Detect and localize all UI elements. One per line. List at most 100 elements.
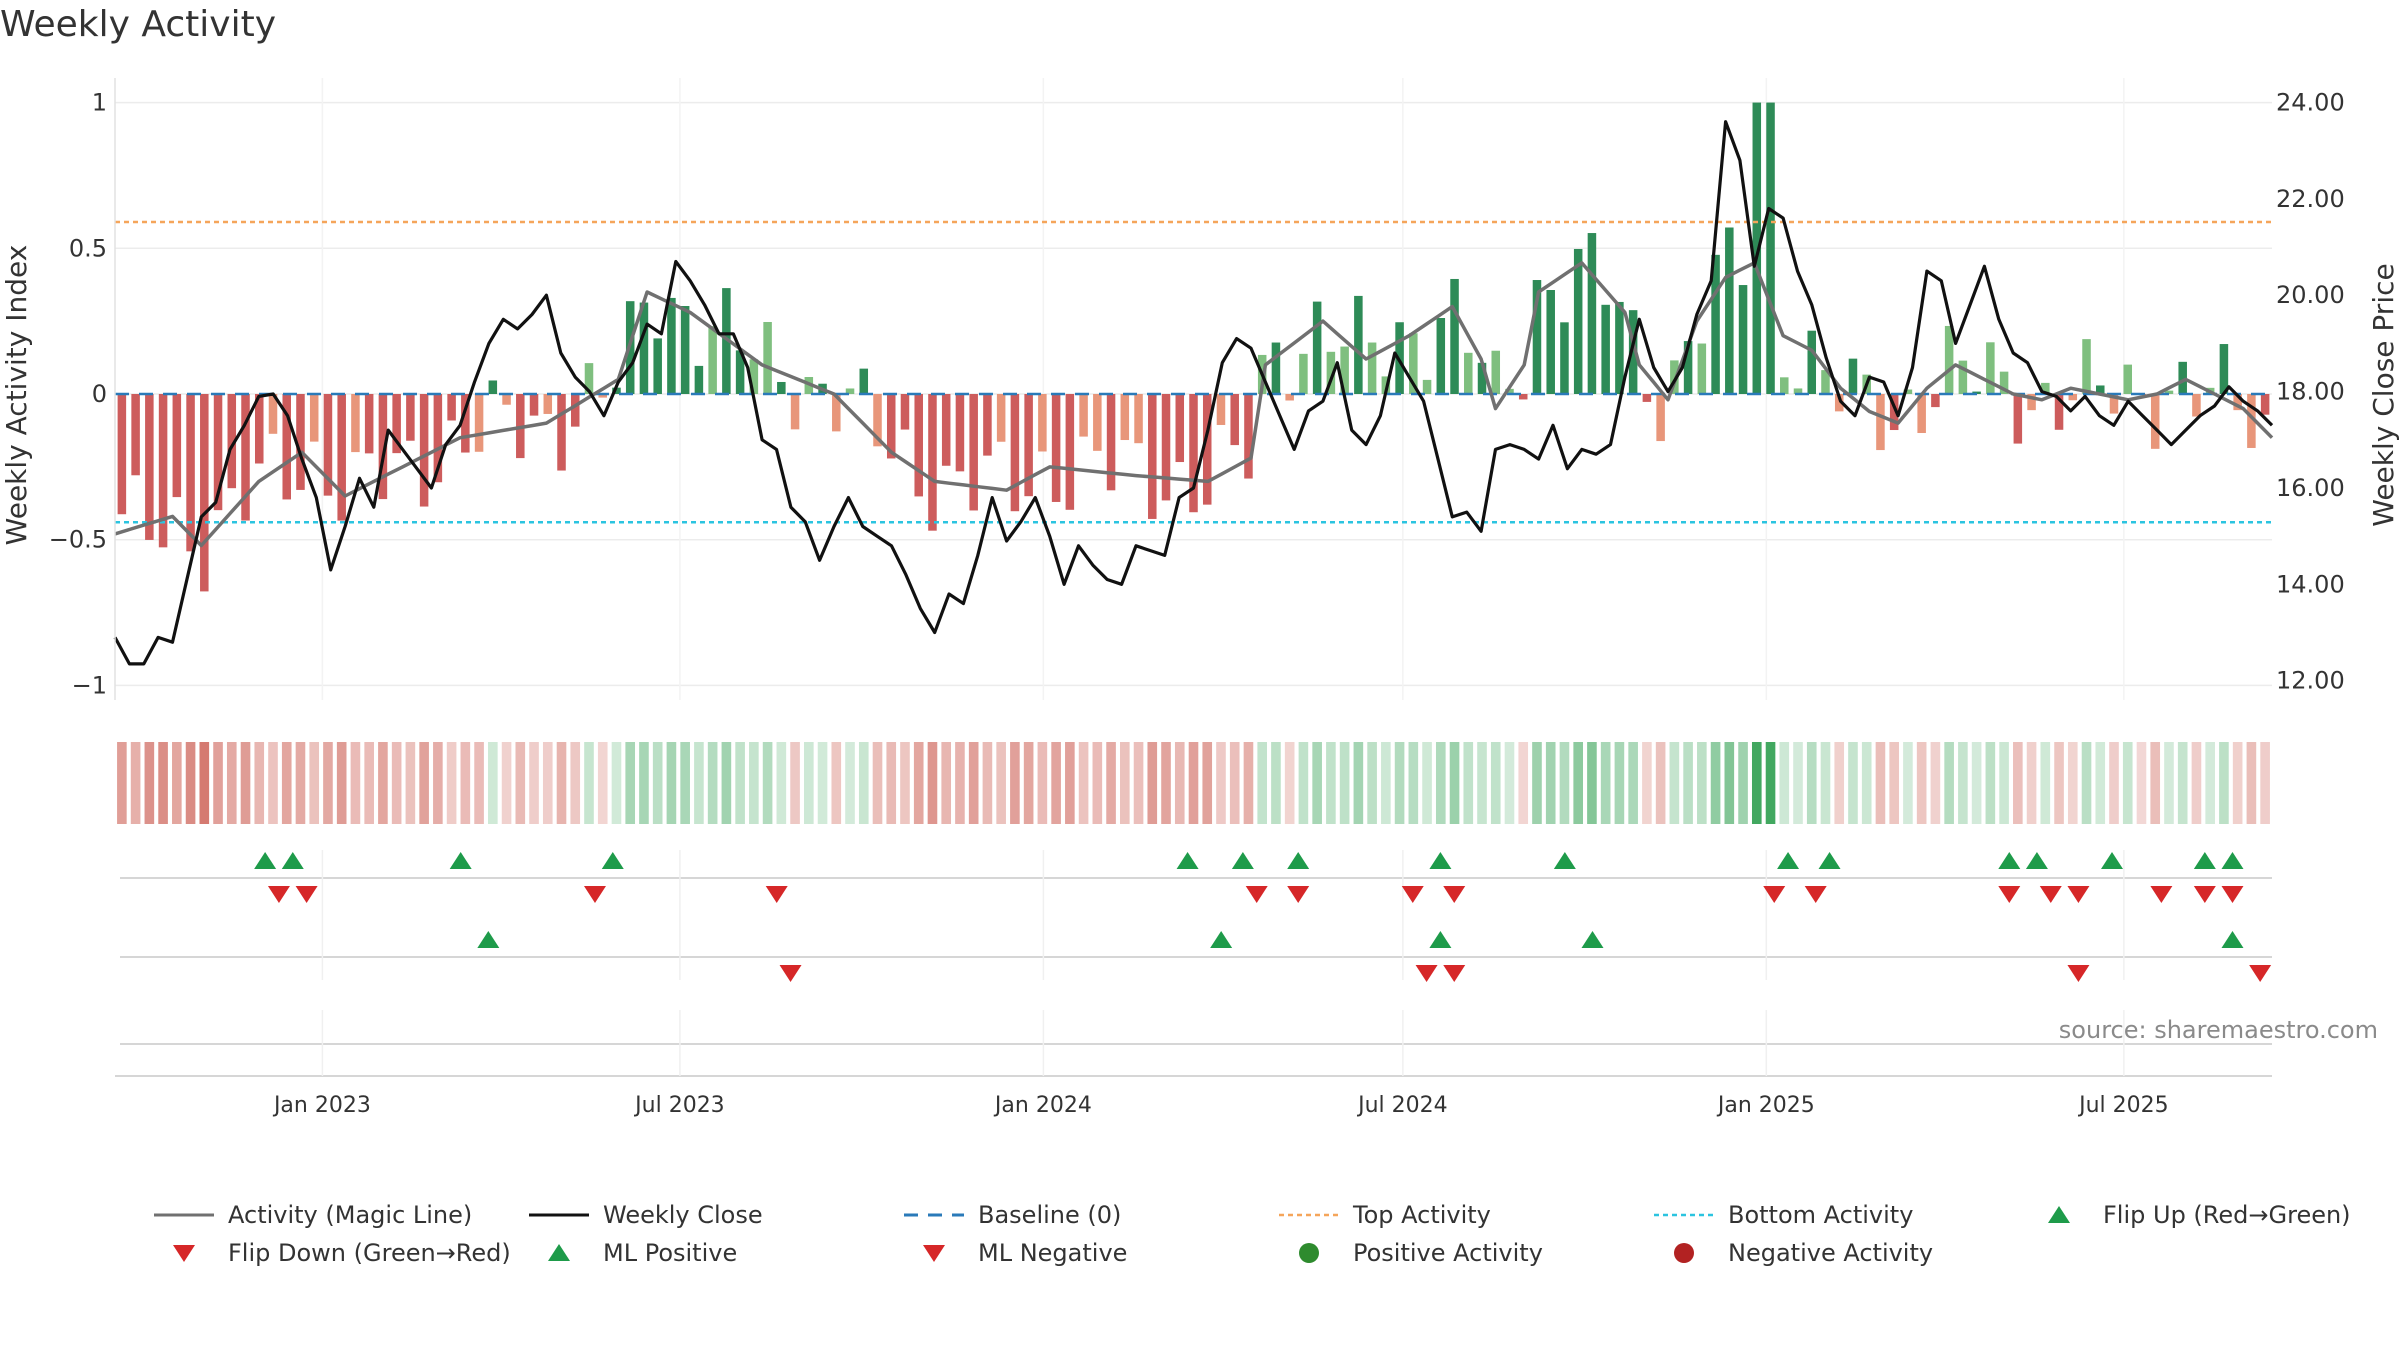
heat-cell — [1353, 742, 1364, 824]
heat-cell — [1339, 742, 1350, 824]
activity-bar — [1161, 394, 1171, 501]
heat-cell — [1875, 742, 1886, 824]
flip-down-marker — [295, 886, 318, 903]
flip-down-marker — [583, 886, 606, 903]
heat-cell — [1614, 742, 1625, 824]
activity-bar — [1189, 394, 1198, 513]
activity-bar — [254, 394, 264, 464]
heat-cell — [556, 742, 567, 824]
activity-bar — [1065, 394, 1075, 510]
series-lines — [113, 120, 2274, 666]
activity-bar — [406, 394, 415, 441]
activity-bar — [158, 394, 168, 548]
activity-bar — [351, 394, 360, 453]
right-tick-label: 16.00 — [2276, 474, 2345, 502]
heat-cell — [1600, 742, 1611, 824]
activity-bar — [1038, 394, 1047, 452]
heat-cell — [336, 742, 347, 824]
heat-cell — [1257, 742, 1268, 824]
activity-bar — [941, 394, 951, 466]
heat-cell — [2095, 742, 2106, 824]
ml-negative-marker — [1443, 965, 1466, 982]
heat-cell — [1765, 742, 1776, 824]
heat-cell — [529, 742, 539, 824]
activity-bar — [1230, 394, 1239, 446]
activity-bar — [419, 394, 429, 507]
x-tick-label: Jan 2023 — [272, 1093, 371, 1118]
heat-cell — [1889, 742, 1899, 824]
heat-cell — [185, 742, 196, 824]
heat-cell — [1147, 742, 1158, 824]
chart-title: Weekly Activity — [0, 4, 277, 45]
activity-bar — [1148, 394, 1157, 519]
heat-cell — [474, 742, 484, 824]
heat-cell — [721, 742, 732, 824]
flip-up-marker — [1818, 852, 1841, 869]
heat-cell — [1710, 742, 1721, 824]
flip-up-marker — [1231, 852, 1254, 869]
heat-cell — [1999, 742, 2009, 824]
legend-item: Negative Activity — [1652, 1238, 1933, 1268]
activity-bar — [1244, 394, 1253, 479]
activity-bar — [598, 394, 607, 398]
flip-down-marker — [1443, 886, 1466, 903]
legend-swatch — [2027, 1200, 2091, 1230]
legend-item: Activity (Magic Line) — [152, 1200, 472, 1230]
heat-cell — [1916, 742, 1927, 824]
heat-cell — [2013, 742, 2023, 824]
activity-bar — [1752, 102, 1762, 395]
heat-cell — [2040, 742, 2051, 824]
activity-bar — [1491, 350, 1501, 394]
legend-swatch — [527, 1200, 591, 1230]
activity-bar — [1505, 388, 1514, 394]
legend-label: Activity (Magic Line) — [228, 1201, 473, 1229]
activity-bar — [2068, 394, 2078, 401]
legend-item: Positive Activity — [1277, 1238, 1543, 1268]
flip-down-marker — [1763, 886, 1786, 903]
activity-bar — [708, 326, 717, 394]
heat-cell — [927, 742, 938, 824]
heat-cell — [2205, 742, 2215, 824]
activity-bar — [1917, 394, 1926, 434]
activity-bar — [2219, 344, 2229, 394]
activity-bar — [1697, 343, 1707, 394]
x-tick-label: Jul 2024 — [1356, 1093, 1448, 1118]
heat-cell — [433, 742, 443, 824]
heat-cell — [2054, 742, 2064, 824]
activity-bar — [2150, 394, 2160, 449]
left-tick-label: 0.5 — [69, 234, 107, 262]
heat-cell — [1271, 742, 1281, 824]
legend: Activity (Magic Line) Weekly Close Baselin… — [154, 1200, 2400, 1290]
heat-cell — [597, 742, 608, 824]
activity-bar — [337, 394, 346, 521]
activity-bar — [529, 394, 539, 416]
activity-magic-line — [114, 261, 2274, 548]
flip-up-marker — [254, 852, 277, 869]
heat-cell — [1985, 742, 1996, 824]
activity-bar — [1051, 394, 1061, 502]
heat-cell — [749, 742, 759, 824]
legend-label: Weekly Close — [603, 1201, 763, 1229]
heat-cell — [2246, 742, 2257, 824]
x-tick-label: Jan 2024 — [993, 1093, 1092, 1118]
activity-bar — [2123, 364, 2133, 394]
flip-up-marker — [1553, 852, 1576, 869]
activity-bar — [1793, 388, 1803, 394]
heat-cell — [968, 742, 979, 824]
left-axis-label: Weekly Activity Index — [0, 245, 33, 546]
activity-bar — [474, 394, 484, 452]
weekly-close-line — [113, 120, 2274, 666]
heat-cell — [1078, 742, 1089, 824]
heat-cell — [2191, 742, 2202, 824]
heat-cell — [446, 742, 457, 824]
activity-bar — [1546, 290, 1555, 394]
heat-cell — [2232, 742, 2243, 824]
activity-bar — [1409, 333, 1418, 394]
heat-cell — [611, 742, 622, 824]
heat-cell — [117, 742, 127, 824]
heat-cell — [762, 742, 773, 824]
heat-cell — [1106, 742, 1116, 824]
activity-bar — [1889, 394, 1899, 431]
flip-up-marker — [1287, 852, 1310, 869]
flip-down-marker — [1287, 886, 1310, 903]
